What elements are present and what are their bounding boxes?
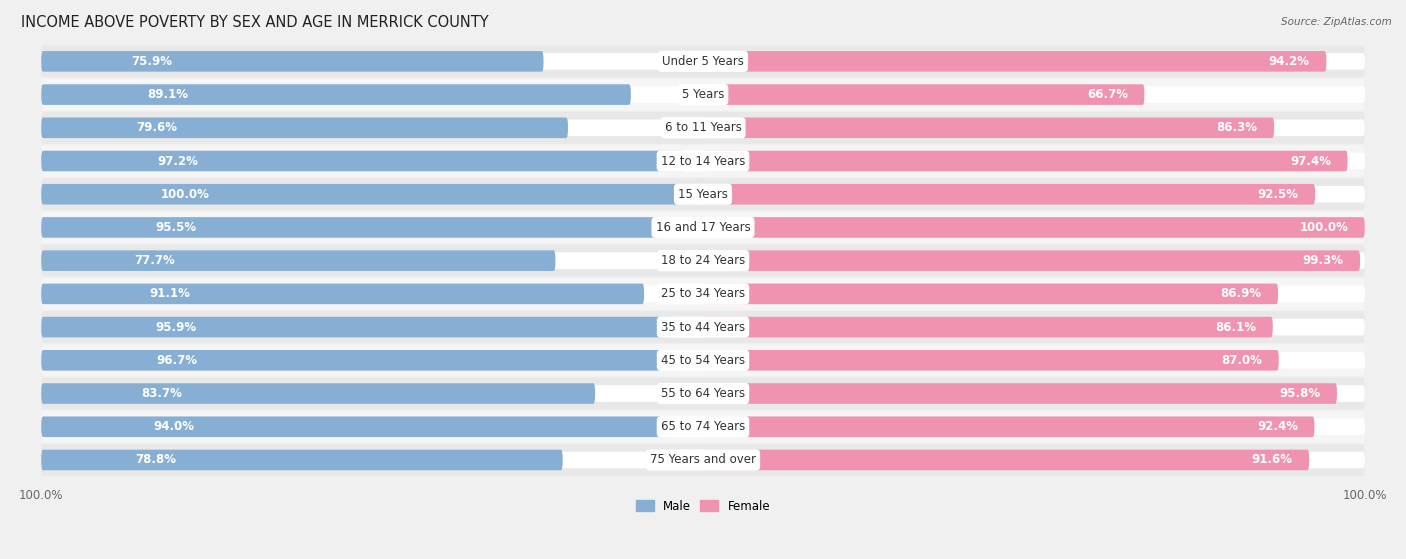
FancyBboxPatch shape xyxy=(41,117,568,138)
Text: Source: ZipAtlas.com: Source: ZipAtlas.com xyxy=(1281,17,1392,27)
Text: 100.0%: 100.0% xyxy=(1299,221,1348,234)
Text: 75 Years and over: 75 Years and over xyxy=(650,453,756,466)
Text: 97.2%: 97.2% xyxy=(157,154,198,168)
FancyBboxPatch shape xyxy=(703,217,1365,238)
FancyBboxPatch shape xyxy=(703,151,1347,171)
FancyBboxPatch shape xyxy=(703,184,1315,205)
FancyBboxPatch shape xyxy=(703,449,1309,470)
Text: 86.9%: 86.9% xyxy=(1220,287,1261,300)
FancyBboxPatch shape xyxy=(41,120,1365,136)
FancyBboxPatch shape xyxy=(41,84,631,105)
Legend: Male, Female: Male, Female xyxy=(631,495,775,518)
Text: 12 to 14 Years: 12 to 14 Years xyxy=(661,154,745,168)
FancyBboxPatch shape xyxy=(41,377,1365,410)
Text: 95.9%: 95.9% xyxy=(156,321,197,334)
Text: 96.7%: 96.7% xyxy=(156,354,197,367)
Text: 35 to 44 Years: 35 to 44 Years xyxy=(661,321,745,334)
Text: 100.0%: 100.0% xyxy=(160,188,209,201)
FancyBboxPatch shape xyxy=(703,283,1278,304)
FancyBboxPatch shape xyxy=(41,184,703,205)
Text: 95.5%: 95.5% xyxy=(155,221,195,234)
Text: 99.3%: 99.3% xyxy=(1302,254,1344,267)
FancyBboxPatch shape xyxy=(41,385,1365,402)
Text: 94.2%: 94.2% xyxy=(1268,55,1310,68)
FancyBboxPatch shape xyxy=(41,383,595,404)
FancyBboxPatch shape xyxy=(41,250,555,271)
Text: 5 Years: 5 Years xyxy=(682,88,724,101)
Text: 66.7%: 66.7% xyxy=(1087,88,1128,101)
FancyBboxPatch shape xyxy=(41,452,1365,468)
FancyBboxPatch shape xyxy=(41,45,1365,77)
FancyBboxPatch shape xyxy=(41,153,1365,169)
Text: 75.9%: 75.9% xyxy=(132,55,173,68)
FancyBboxPatch shape xyxy=(41,283,644,304)
FancyBboxPatch shape xyxy=(41,449,562,470)
Text: 91.1%: 91.1% xyxy=(150,287,191,300)
Text: 92.5%: 92.5% xyxy=(1257,188,1299,201)
FancyBboxPatch shape xyxy=(41,444,1365,476)
FancyBboxPatch shape xyxy=(41,350,681,371)
Text: INCOME ABOVE POVERTY BY SEX AND AGE IN MERRICK COUNTY: INCOME ABOVE POVERTY BY SEX AND AGE IN M… xyxy=(21,15,489,30)
Text: 86.3%: 86.3% xyxy=(1216,121,1257,134)
FancyBboxPatch shape xyxy=(41,178,1365,210)
FancyBboxPatch shape xyxy=(703,350,1278,371)
Text: 86.1%: 86.1% xyxy=(1215,321,1256,334)
Text: 77.7%: 77.7% xyxy=(134,254,174,267)
Text: 6 to 11 Years: 6 to 11 Years xyxy=(665,121,741,134)
FancyBboxPatch shape xyxy=(41,51,544,72)
FancyBboxPatch shape xyxy=(41,211,1365,243)
FancyBboxPatch shape xyxy=(41,286,1365,302)
Text: 83.7%: 83.7% xyxy=(141,387,181,400)
Text: 95.8%: 95.8% xyxy=(1279,387,1320,400)
FancyBboxPatch shape xyxy=(703,383,1337,404)
FancyBboxPatch shape xyxy=(41,344,1365,376)
Text: 16 and 17 Years: 16 and 17 Years xyxy=(655,221,751,234)
Text: Under 5 Years: Under 5 Years xyxy=(662,55,744,68)
Text: 18 to 24 Years: 18 to 24 Years xyxy=(661,254,745,267)
FancyBboxPatch shape xyxy=(703,117,1274,138)
FancyBboxPatch shape xyxy=(41,86,1365,103)
FancyBboxPatch shape xyxy=(41,252,1365,269)
Text: 55 to 64 Years: 55 to 64 Years xyxy=(661,387,745,400)
Text: 87.0%: 87.0% xyxy=(1222,354,1263,367)
FancyBboxPatch shape xyxy=(41,151,685,171)
Text: 92.4%: 92.4% xyxy=(1257,420,1298,433)
FancyBboxPatch shape xyxy=(41,317,676,338)
FancyBboxPatch shape xyxy=(41,79,1365,111)
Text: 97.4%: 97.4% xyxy=(1291,154,1331,168)
FancyBboxPatch shape xyxy=(41,352,1365,368)
FancyBboxPatch shape xyxy=(703,250,1360,271)
FancyBboxPatch shape xyxy=(41,311,1365,343)
FancyBboxPatch shape xyxy=(41,186,1365,202)
FancyBboxPatch shape xyxy=(41,217,673,238)
Text: 45 to 54 Years: 45 to 54 Years xyxy=(661,354,745,367)
Text: 91.6%: 91.6% xyxy=(1251,453,1292,466)
FancyBboxPatch shape xyxy=(41,416,664,437)
FancyBboxPatch shape xyxy=(703,84,1144,105)
FancyBboxPatch shape xyxy=(41,219,1365,236)
Text: 25 to 34 Years: 25 to 34 Years xyxy=(661,287,745,300)
FancyBboxPatch shape xyxy=(41,319,1365,335)
FancyBboxPatch shape xyxy=(41,245,1365,277)
Text: 89.1%: 89.1% xyxy=(148,88,188,101)
FancyBboxPatch shape xyxy=(41,419,1365,435)
FancyBboxPatch shape xyxy=(41,112,1365,144)
FancyBboxPatch shape xyxy=(703,51,1326,72)
Text: 15 Years: 15 Years xyxy=(678,188,728,201)
FancyBboxPatch shape xyxy=(41,53,1365,70)
FancyBboxPatch shape xyxy=(703,416,1315,437)
Text: 78.8%: 78.8% xyxy=(135,453,176,466)
FancyBboxPatch shape xyxy=(41,278,1365,310)
FancyBboxPatch shape xyxy=(41,145,1365,177)
Text: 94.0%: 94.0% xyxy=(153,420,194,433)
Text: 79.6%: 79.6% xyxy=(136,121,177,134)
FancyBboxPatch shape xyxy=(703,317,1272,338)
Text: 65 to 74 Years: 65 to 74 Years xyxy=(661,420,745,433)
FancyBboxPatch shape xyxy=(41,411,1365,443)
